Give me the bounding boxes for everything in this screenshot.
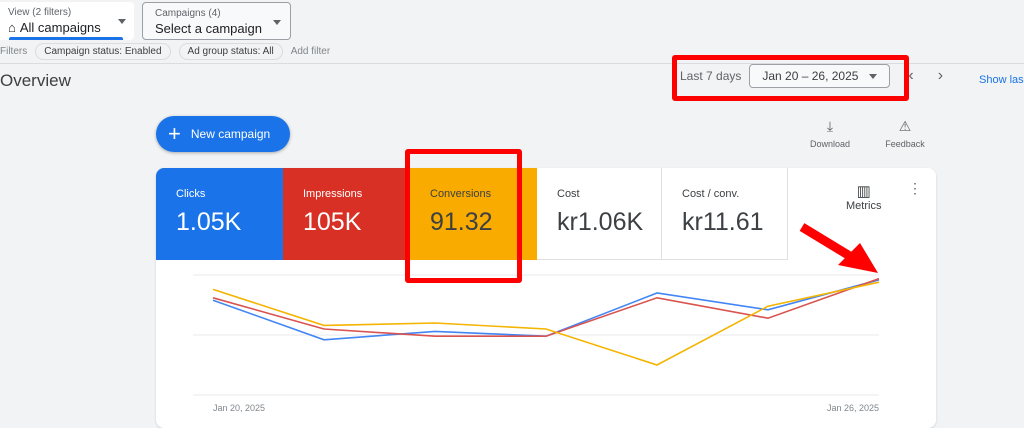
filter-chip-ad-group-status[interactable]: Ad group status: All xyxy=(178,42,283,60)
page-title: Overview xyxy=(0,71,71,90)
show-last-link[interactable]: Show las xyxy=(979,74,1024,86)
x-tick-label: Jan 20, 2025 xyxy=(213,403,265,413)
annotation-box-date xyxy=(672,55,909,101)
chevron-down-icon xyxy=(118,19,126,24)
tile-value: kr11.61 xyxy=(682,208,764,236)
tile-label: Conversions xyxy=(430,188,492,200)
date-range-value: Jan 20 – 26, 2025 xyxy=(762,69,859,83)
download-icon: ⤓ xyxy=(826,118,834,134)
annotation-box-conversions xyxy=(405,149,522,283)
filters-label: Filters xyxy=(0,45,28,57)
tile-value: 1.05K xyxy=(176,208,242,236)
campaign-selector[interactable]: Campaigns (4) Select a campaign xyxy=(142,2,291,40)
tile-cost-per-conv[interactable]: Cost / conv. kr11.61 xyxy=(662,168,788,260)
home-icon: ⌂ xyxy=(8,20,16,35)
date-range: Last 7 days Jan 20 – 26, 2025 ‹ › xyxy=(680,64,943,88)
tile-conversions[interactable]: Conversions 91.32 xyxy=(410,168,537,260)
tile-value: 105K xyxy=(303,208,362,236)
view-value: All campaigns xyxy=(19,20,101,35)
metrics-label: Metrics xyxy=(846,200,882,212)
tile-label: Cost xyxy=(557,188,580,200)
annotation-arrow xyxy=(799,223,878,273)
filter-bar: Filters Campaign status: Enabled Ad grou… xyxy=(0,42,331,60)
tile-value: 91.32 xyxy=(430,208,493,236)
campaigns-value: Select a campaign xyxy=(155,21,262,36)
download-label: Download xyxy=(809,139,851,149)
plus-icon: + xyxy=(168,121,181,146)
series-line-conversions xyxy=(212,281,880,366)
view-label: View (2 filters) xyxy=(8,7,72,18)
filter-chip-campaign-status[interactable]: Campaign status: Enabled xyxy=(35,42,171,60)
date-preset: Last 7 days xyxy=(680,69,742,83)
tile-cost[interactable]: Cost kr1.06K xyxy=(537,168,662,260)
tile-label: Clicks xyxy=(176,188,206,200)
download-button[interactable]: ⤓ Download xyxy=(800,118,860,149)
performance-chart: Jan 20, 2025 Jan 26, 2025 xyxy=(193,274,880,413)
tile-clicks[interactable]: Clicks 1.05K xyxy=(156,168,283,260)
tile-label: Impressions xyxy=(303,188,363,200)
feedback-icon: ⚠ xyxy=(898,118,912,134)
date-range-picker[interactable]: Jan 20 – 26, 2025 xyxy=(749,64,891,88)
new-campaign-button[interactable]: + New campaign xyxy=(156,116,290,152)
selected-indicator xyxy=(9,37,123,40)
previous-period-icon[interactable]: ‹ xyxy=(908,67,914,84)
performance-card: Clicks 1.05K Impressions 105K Conversion… xyxy=(156,168,936,428)
chevron-down-icon xyxy=(869,74,878,79)
view-selector[interactable]: View (2 filters) ⌂ All campaigns xyxy=(0,2,134,40)
feedback-button[interactable]: ⚠ Feedback xyxy=(875,118,935,149)
campaigns-label: Campaigns (4) xyxy=(155,8,221,19)
next-period-icon[interactable]: › xyxy=(937,67,944,84)
series-line-clicks xyxy=(212,279,880,341)
new-campaign-label: New campaign xyxy=(190,127,271,141)
feedback-label: Feedback xyxy=(885,139,925,149)
arrow-head xyxy=(838,243,878,273)
tile-value: kr1.06K xyxy=(557,208,644,236)
add-filter-link[interactable]: Add filter xyxy=(290,45,331,57)
metrics-button[interactable]: ▥ Metrics xyxy=(846,182,881,212)
more-options-icon[interactable]: ⋮ xyxy=(908,180,922,196)
chevron-down-icon xyxy=(273,20,281,25)
divider xyxy=(0,63,1024,64)
tile-impressions[interactable]: Impressions 105K xyxy=(283,168,410,260)
metrics-icon: ▥ xyxy=(856,183,871,200)
x-tick-label: Jan 26, 2025 xyxy=(827,403,879,413)
series-line-impressions xyxy=(212,277,880,337)
tile-label: Cost / conv. xyxy=(682,188,740,200)
